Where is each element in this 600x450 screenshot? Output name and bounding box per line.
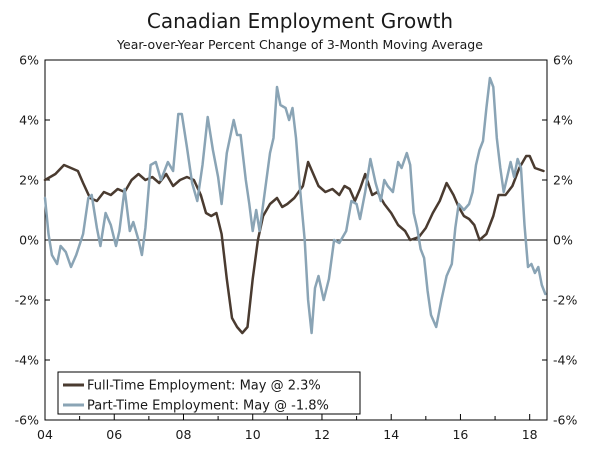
y-tick-label-left: -4%: [15, 353, 39, 368]
y-tick-label-right: -6%: [553, 413, 577, 428]
y-tick-label-left: 0%: [19, 233, 39, 248]
x-tick-label: 14: [383, 427, 399, 442]
x-tick-label: 10: [245, 427, 261, 442]
series-line-part-time: [43, 76, 547, 335]
chart-title: Canadian Employment Growth: [147, 9, 453, 33]
legend: Full-Time Employment: May @ 2.3% Part-Ti…: [57, 371, 361, 415]
y-tick-label-right: -4%: [553, 353, 577, 368]
x-tick-label: 18: [522, 427, 538, 442]
x-axis: 04 06 08 10 12 14 16 18: [37, 414, 538, 442]
y-axis-right: -6% -4% -2% 0% 2% 4% 6%: [542, 53, 577, 428]
y-tick-label-right: 4%: [553, 113, 573, 128]
y-tick-label-right: 0%: [553, 233, 573, 248]
x-tick-label: 06: [106, 427, 122, 442]
y-tick-label-left: -2%: [15, 293, 39, 308]
x-tick-label: 12: [314, 427, 330, 442]
y-tick-label-right: 6%: [553, 53, 573, 68]
y-axis-left: -6% -4% -2% 0% 2% 4% 6%: [15, 53, 50, 428]
y-tick-label-left: 6%: [19, 53, 39, 68]
legend-label-part-time: Part-Time Employment: May @ -1.8%: [87, 399, 329, 414]
x-tick-label: 04: [37, 427, 53, 442]
legend-box: [57, 371, 361, 415]
series-line-full-time: [43, 154, 545, 335]
chart-subtitle: Year-over-Year Percent Change of 3-Month…: [116, 37, 483, 52]
y-tick-label-left: 2%: [19, 173, 39, 188]
y-tick-label-left: 4%: [19, 113, 39, 128]
y-tick-label-right: 2%: [553, 173, 573, 188]
x-tick-label: 08: [176, 427, 192, 442]
legend-label-full-time: Full-Time Employment: May @ 2.3%: [87, 379, 321, 394]
x-tick-label: 16: [452, 427, 468, 442]
series-lines: [43, 76, 547, 335]
y-tick-label-left: -6%: [15, 413, 39, 428]
y-tick-label-right: -2%: [553, 293, 577, 308]
